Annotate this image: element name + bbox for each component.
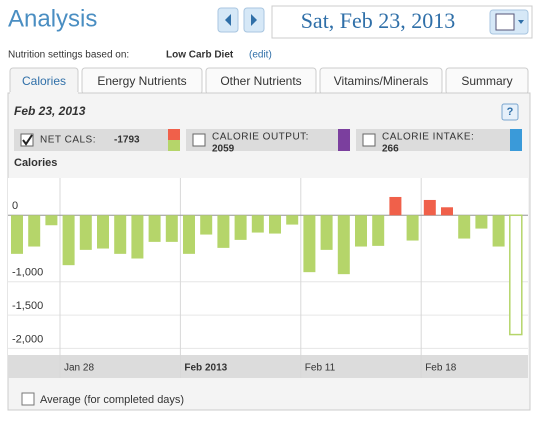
bar: [217, 215, 230, 248]
bar: [492, 215, 505, 247]
legend-value: 2059: [212, 144, 235, 155]
legend-box: [356, 129, 522, 151]
bar: [183, 215, 195, 254]
page-title: Analysis: [8, 5, 97, 32]
x-tick-label: Feb 2013: [184, 363, 227, 374]
bar: [28, 215, 41, 247]
legend-swatch: [510, 129, 522, 151]
bar: [200, 215, 213, 235]
legend-box: [186, 129, 350, 151]
bar: [79, 215, 92, 250]
legend-swatch: [168, 140, 180, 151]
bar: [337, 215, 350, 275]
bar: [114, 215, 127, 254]
bar: [372, 215, 385, 246]
bar: [45, 215, 58, 226]
bar: [458, 215, 471, 239]
tab-label: Calories: [22, 74, 66, 88]
help-text: ?: [507, 106, 514, 118]
y-tick-label: -1,500: [12, 300, 43, 312]
bar: [251, 215, 264, 233]
bar: [441, 207, 453, 216]
date-box: [271, 5, 533, 39]
settings-label: Nutrition settings based on:: [8, 50, 129, 61]
legend-label: CALORIE INTAKE:: [382, 132, 474, 143]
legend-swatch: [338, 129, 350, 151]
x-axis-band: [8, 355, 528, 378]
tab-label: Energy Nutrients: [97, 74, 186, 88]
bar: [165, 215, 178, 242]
bar: [423, 199, 436, 216]
bar: [97, 215, 109, 249]
date-display: Sat, Feb 23, 2013: [301, 8, 456, 33]
bar: [286, 215, 299, 225]
y-axis-title: Calories: [14, 157, 57, 169]
legend-value: 266: [382, 144, 399, 155]
x-tick-label: Feb 11: [305, 363, 336, 374]
tab-label: Summary: [461, 74, 512, 88]
diet-name: Low Carb Diet: [166, 50, 234, 61]
legend-checkbox[interactable]: [192, 133, 206, 147]
tab-label: Other Nutrients: [220, 74, 301, 88]
legend-label: NET CALS:: [40, 135, 96, 146]
y-tick-label: -1,000: [12, 267, 43, 279]
bar: [269, 215, 281, 234]
bar: [320, 215, 333, 250]
calendar-icon: [495, 13, 515, 31]
legend-swatch: [168, 129, 180, 140]
legend-box: [14, 129, 180, 151]
bar: [355, 215, 367, 247]
bar: [234, 215, 247, 240]
edit-link[interactable]: (edit): [249, 50, 272, 61]
bar: [475, 215, 488, 229]
y-tick-label: -2,000: [12, 333, 43, 345]
x-tick-label: Jan 28: [64, 363, 94, 374]
help-button[interactable]: [501, 103, 519, 121]
tab-label: Vitamins/Minerals: [334, 74, 428, 88]
y-tick-label: 0: [12, 200, 18, 212]
average-label: Average (for completed days): [40, 394, 184, 406]
bar: [148, 215, 161, 242]
bar: [62, 215, 75, 266]
legend-label: CALORIE OUTPUT:: [212, 132, 309, 143]
bar: [389, 196, 402, 216]
dropdown-icon: [518, 20, 524, 24]
bar: [406, 215, 419, 241]
check-mark: [22, 134, 33, 146]
bar: [11, 215, 23, 254]
bar: [509, 214, 523, 336]
plot-area: [8, 178, 528, 355]
prev-icon: [225, 14, 231, 26]
next-icon: [251, 14, 257, 26]
x-tick-label: Feb 18: [425, 363, 457, 374]
legend-value: -1793: [114, 135, 140, 146]
panel-date: Feb 23, 2013: [14, 104, 86, 118]
average-checkbox[interactable]: [21, 392, 35, 406]
bar: [303, 215, 316, 273]
legend-checkbox[interactable]: [362, 133, 376, 147]
bar: [131, 215, 144, 259]
